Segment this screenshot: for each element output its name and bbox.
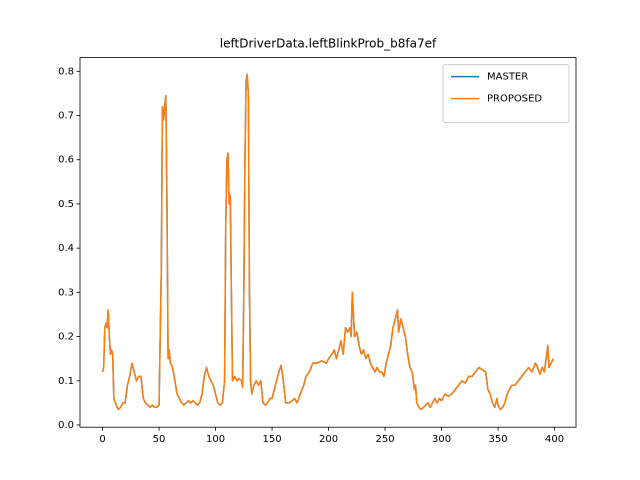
legend-box [442,64,570,124]
y-tick-label: 0.8 [58,66,74,77]
y-tick-label: 0.0 [58,420,74,431]
x-tick-label: 150 [263,434,282,445]
x-tick-label: 200 [319,434,338,445]
x-tick-label: 400 [545,434,564,445]
x-tick-label: 100 [206,434,225,445]
y-tick-label: 0.7 [58,111,74,122]
x-tick-label: 0 [99,434,105,445]
y-tick-label: 0.1 [58,376,74,387]
legend-label: MASTER [487,72,528,83]
y-tick-label: 0.3 [58,287,74,298]
plot-frame [79,57,577,428]
legend-label: PROPOSED [487,94,542,105]
y-tick-label: 0.6 [58,155,74,166]
x-tick-label: 300 [432,434,451,445]
chart-title: leftDriverData.leftBlinkProb_b8fa7ef [220,37,437,51]
x-tick-label: 350 [489,434,508,445]
y-tick-label: 0.2 [58,332,74,343]
y-tick-label: 0.5 [58,199,74,210]
series-line [101,73,555,411]
x-tick-label: 50 [153,434,166,445]
y-tick-label: 0.4 [58,243,74,254]
x-tick-label: 250 [376,434,395,445]
